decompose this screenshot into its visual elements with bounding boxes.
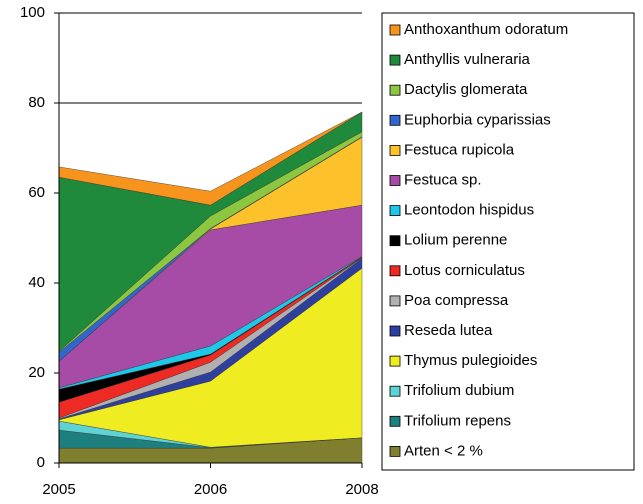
legend-label: Arten < 2 % (404, 442, 483, 459)
legend-swatch (389, 415, 401, 427)
legend-swatch (389, 114, 401, 126)
legend-label: Festuca rupicola (404, 141, 515, 158)
legend-label: Festuca sp. (404, 171, 482, 188)
x-tick-label: 2008 (345, 481, 378, 498)
y-tick-label: 0 (37, 454, 45, 471)
legend-label: Anthoxanthum odoratum (404, 21, 568, 38)
legend-label: Poa compressa (404, 292, 509, 309)
legend-box (381, 12, 635, 471)
legend-label: Anthyllis vulneraria (404, 51, 531, 68)
legend-swatch (389, 265, 401, 277)
legend-label: Leontodon hispidus (404, 202, 534, 219)
legend-label: Trifolium dubium (404, 382, 514, 399)
y-tick-label: 60 (28, 184, 45, 201)
legend-label: Euphorbia cyparissias (404, 111, 551, 128)
legend-label: Trifolium repens (404, 412, 511, 429)
y-tick-label: 80 (28, 94, 45, 111)
x-tick-label: 2006 (194, 481, 227, 498)
y-tick-label: 20 (28, 364, 45, 381)
legend-label: Lotus corniculatus (404, 262, 525, 279)
legend-swatch (389, 84, 401, 96)
y-tick-label: 100 (20, 4, 45, 21)
legend-swatch (389, 175, 401, 186)
legend-label: Lolium perenne (404, 232, 507, 249)
legend-label: Reseda lutea (404, 322, 493, 339)
legend-swatch (389, 24, 401, 36)
legend-swatch (389, 235, 401, 247)
legend-swatch (389, 385, 401, 397)
legend-swatch (389, 295, 401, 307)
legend-swatch (389, 355, 401, 367)
legend-swatch (389, 325, 401, 337)
legend-swatch (389, 54, 401, 66)
legend-swatch (389, 205, 401, 217)
legend-label: Thymus pulegioides (404, 352, 537, 369)
y-tick-label: 40 (28, 274, 45, 291)
legend-swatch (389, 144, 401, 156)
x-tick-label: 2005 (42, 481, 75, 498)
legend-swatch (389, 445, 401, 457)
legend-label: Dactylis glomerata (404, 81, 528, 98)
